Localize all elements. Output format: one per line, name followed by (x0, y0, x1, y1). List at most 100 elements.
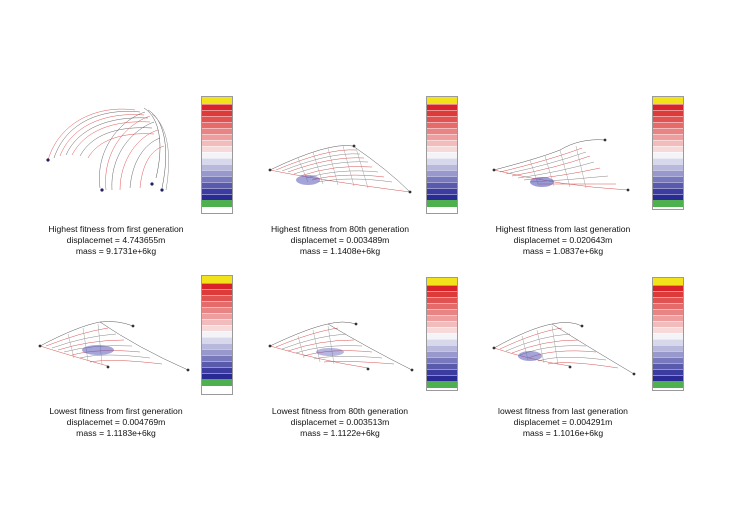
legend-swatch (427, 104, 457, 110)
legend-swatches (427, 104, 457, 200)
legend-swatch (427, 158, 457, 164)
legend-swatch (427, 339, 457, 345)
legend-swatch (427, 170, 457, 176)
legend-swatch (427, 188, 457, 194)
legend-swatch (653, 297, 683, 303)
caption-displacement: displacemet = 0.004769m (66, 417, 166, 427)
legend-header (653, 278, 683, 285)
legend-header (653, 97, 683, 104)
legend-swatch (653, 357, 683, 363)
caption-mass: mass = 1.1183e+6kg (76, 428, 156, 438)
legend-swatch (427, 146, 457, 152)
caption-displacement: displacemet = 0.003513m (290, 417, 390, 427)
caption-title: Highest fitness from last generation (495, 224, 631, 234)
color-legend-1 (201, 96, 233, 214)
legend-swatch (202, 158, 232, 164)
legend-swatch (653, 134, 683, 140)
legend-swatch (202, 182, 232, 188)
legend-swatch (427, 315, 457, 321)
legend-swatch (653, 158, 683, 164)
legend-swatch (653, 333, 683, 339)
legend-swatch (427, 297, 457, 303)
caption-6: lowest fitness from last generation disp… (463, 406, 663, 439)
legend-swatch (427, 116, 457, 122)
legend-swatch (202, 295, 232, 301)
legend-swatches (202, 104, 232, 200)
legend-header (202, 276, 232, 283)
legend-swatches (653, 104, 683, 200)
legend-swatch (427, 122, 457, 128)
legend-swatch (653, 182, 683, 188)
legend-swatch (427, 363, 457, 369)
legend-swatch (202, 367, 232, 373)
legend-swatch (427, 357, 457, 363)
legend-swatch (202, 325, 232, 331)
legend-swatch (653, 309, 683, 315)
color-legend-6 (652, 277, 684, 391)
structure-model-5 (268, 321, 414, 372)
legend-swatch (202, 140, 232, 146)
caption-mass: mass = 9.1731e+6kg (75, 246, 157, 256)
legend-swatch (427, 327, 457, 333)
caption-title: lowest fitness from last generation (498, 406, 628, 416)
legend-swatch (202, 116, 232, 122)
legend-footer (427, 200, 457, 207)
legend-swatch (427, 128, 457, 134)
legend-header (427, 97, 457, 104)
structure-model-3 (492, 138, 630, 192)
legend-swatch (653, 345, 683, 351)
legend-header (202, 97, 232, 104)
legend-footer (202, 379, 232, 386)
legend-swatch (202, 289, 232, 295)
legend-swatch (202, 134, 232, 140)
legend-swatch (202, 188, 232, 194)
caption-title: Lowest fitness from first generation (49, 406, 183, 416)
legend-swatch (653, 291, 683, 297)
caption-5: Lowest fitness from 80th generation disp… (240, 406, 440, 439)
caption-mass: mass = 1.1408e+6kg (299, 246, 381, 256)
legend-swatch (427, 333, 457, 339)
legend-swatch (427, 351, 457, 357)
legend-swatch (653, 146, 683, 152)
legend-footer (653, 200, 683, 207)
legend-swatch (202, 343, 232, 349)
legend-swatch (653, 327, 683, 333)
legend-swatch (427, 375, 457, 381)
legend-swatch (202, 170, 232, 176)
caption-2: Highest fitness from 80th generation dis… (240, 224, 440, 257)
legend-swatch (202, 128, 232, 134)
caption-mass: mass = 1.0837e+6kg (522, 246, 604, 256)
legend-swatch (427, 194, 457, 200)
legend-swatch (653, 321, 683, 327)
legend-footer (202, 200, 232, 207)
legend-swatches (427, 285, 457, 381)
color-legend-5 (426, 277, 458, 391)
legend-swatch (202, 319, 232, 325)
legend-swatch (202, 361, 232, 367)
legend-swatch (653, 339, 683, 345)
legend-swatch (653, 285, 683, 291)
legend-swatch (427, 291, 457, 297)
legend-swatch (653, 152, 683, 158)
legend-swatches (653, 285, 683, 381)
legend-swatch (202, 110, 232, 116)
legend-swatch (202, 152, 232, 158)
legend-swatch (202, 307, 232, 313)
legend-swatch (202, 194, 232, 200)
legend-swatch (427, 182, 457, 188)
caption-displacement: displacemet = 4.743655m (66, 235, 166, 245)
legend-footer (427, 381, 457, 388)
structure-model-1 (46, 107, 169, 192)
caption-title: Highest fitness from first generation (48, 224, 184, 234)
legend-swatch (427, 176, 457, 182)
legend-swatches (202, 283, 232, 379)
legend-swatch (427, 134, 457, 140)
legend-swatch (202, 283, 232, 289)
legend-swatch (427, 164, 457, 170)
legend-swatch (202, 337, 232, 343)
legend-header (427, 278, 457, 285)
legend-swatch (202, 122, 232, 128)
legend-swatch (427, 152, 457, 158)
structure-model-4 (38, 321, 190, 372)
legend-swatch (653, 363, 683, 369)
